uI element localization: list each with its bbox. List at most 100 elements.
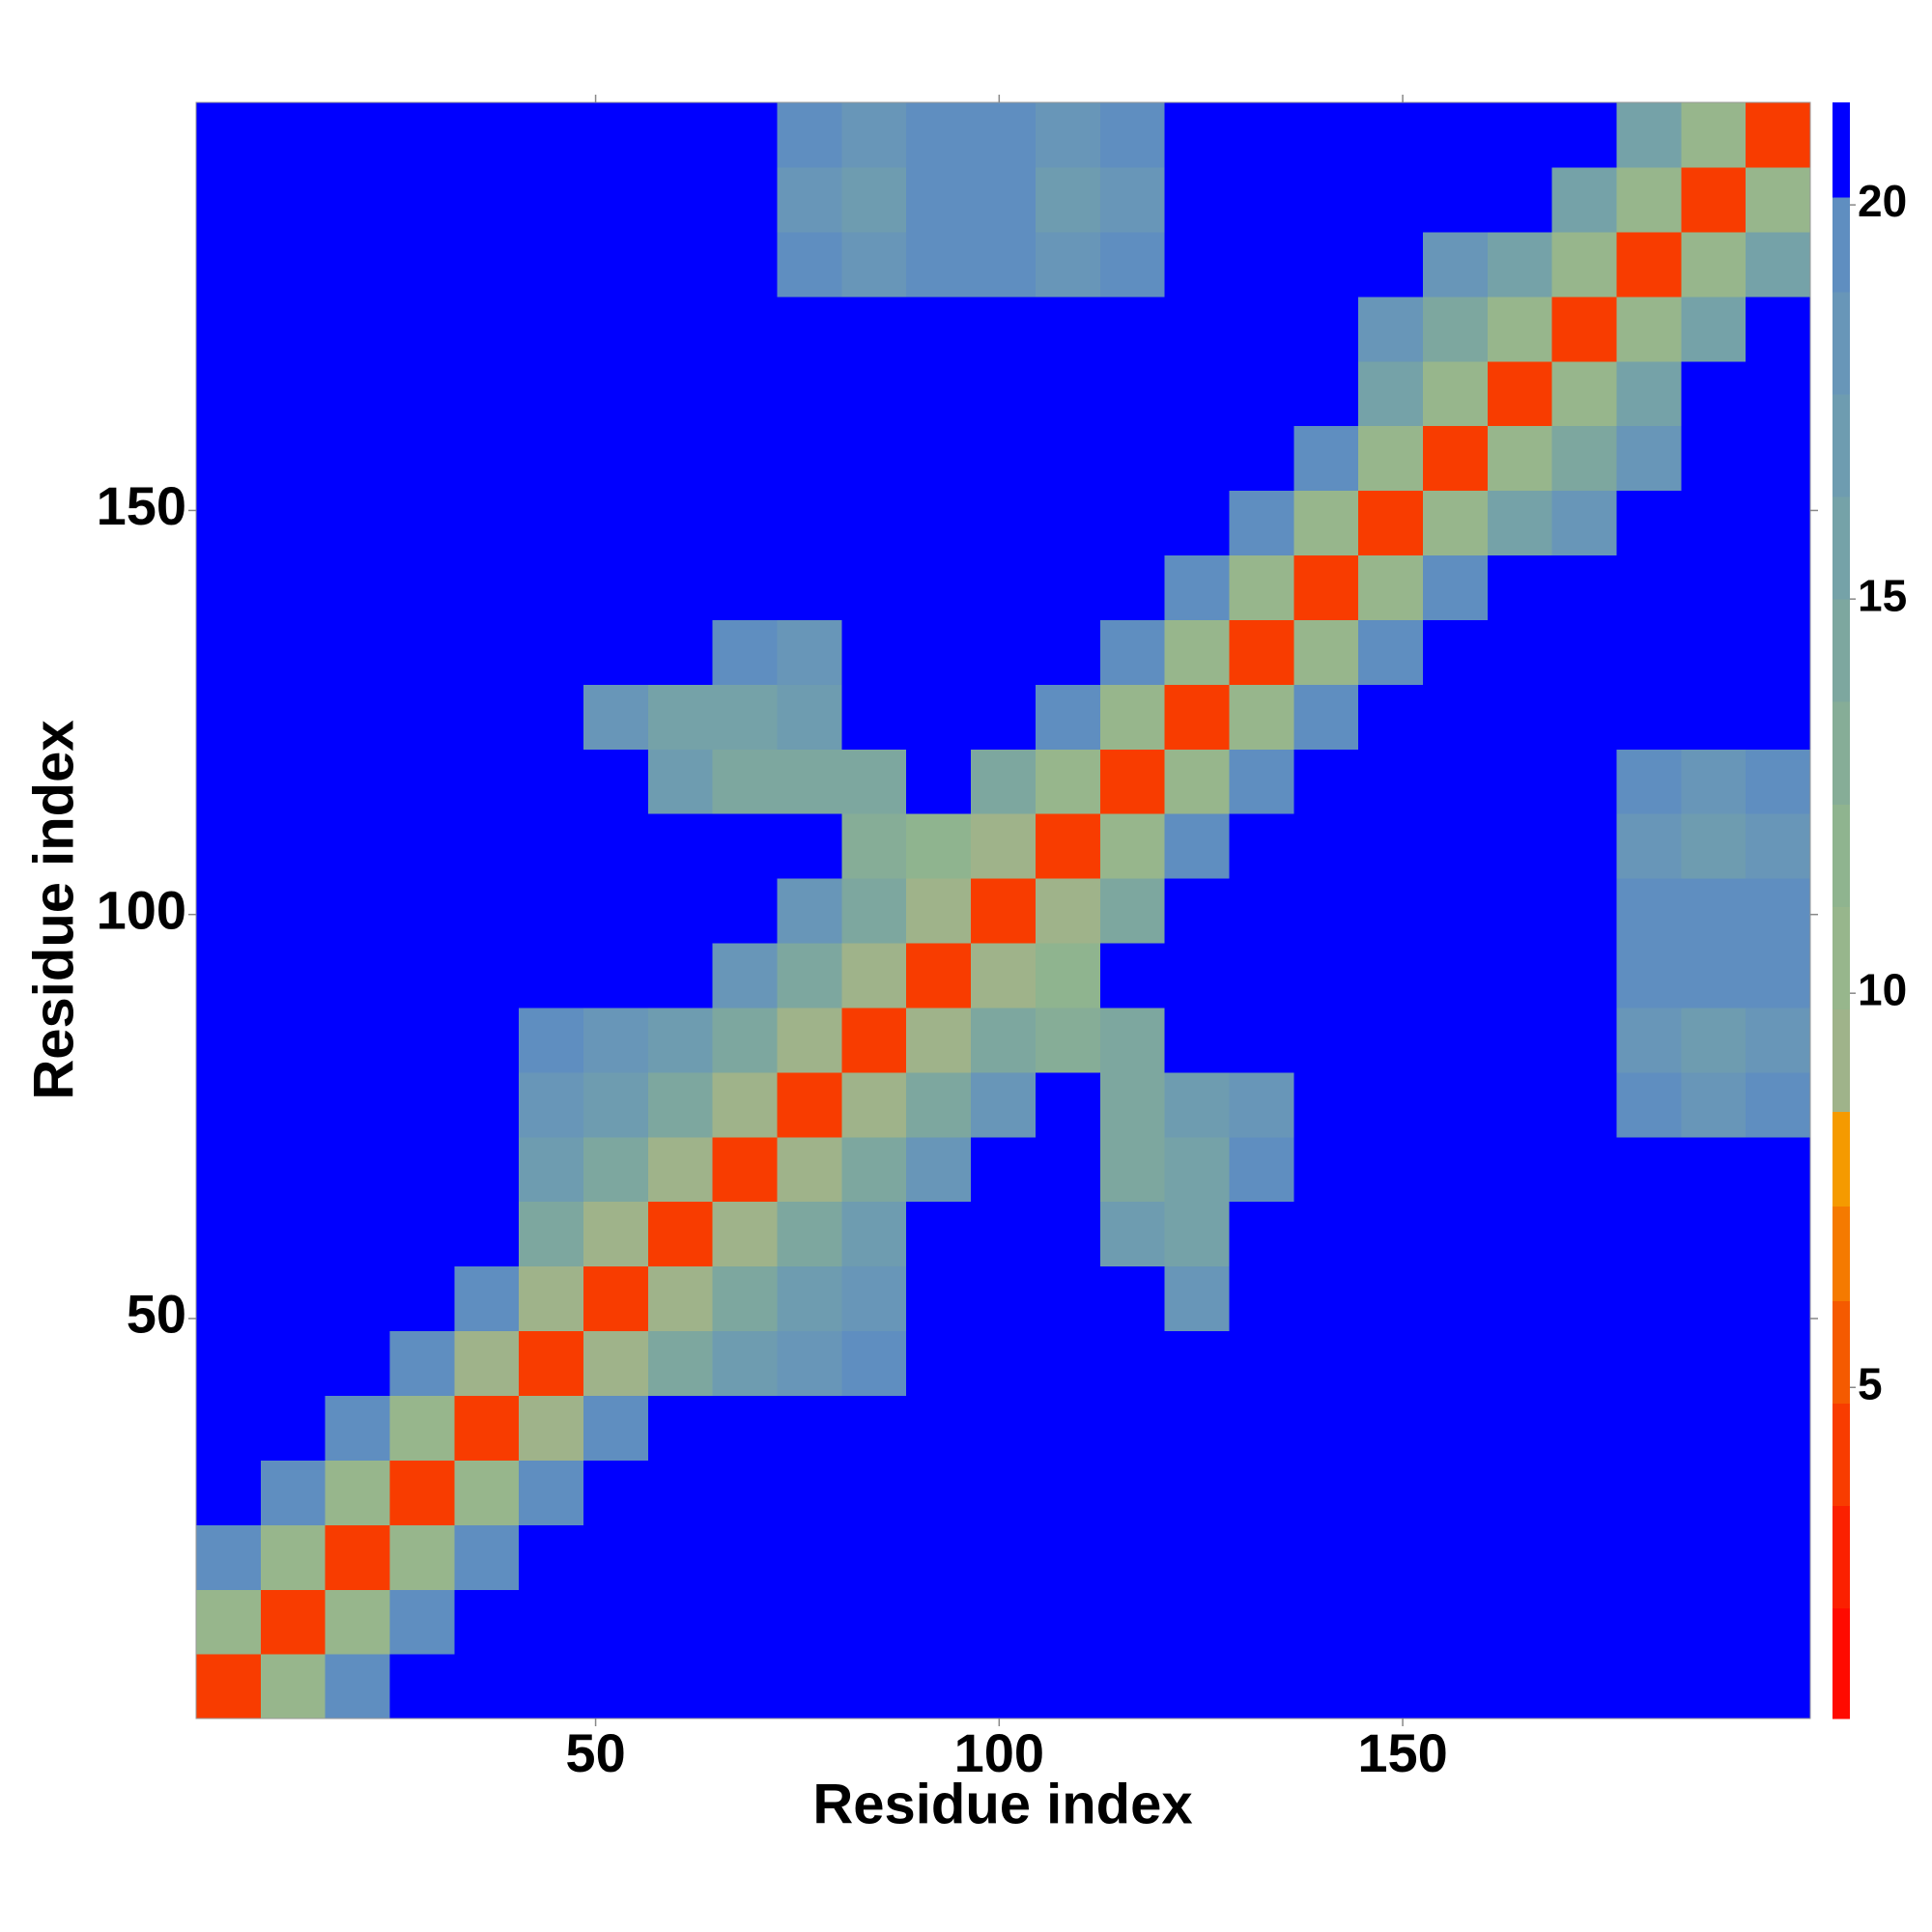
heatmap-cell xyxy=(260,554,327,620)
heatmap-cell xyxy=(1099,231,1166,298)
heatmap-cell xyxy=(583,1654,649,1719)
heatmap-cell xyxy=(1487,102,1553,168)
heatmap-cell xyxy=(841,1201,907,1267)
heatmap-cell xyxy=(1681,878,1747,944)
heatmap-cell xyxy=(1164,878,1231,944)
heatmap-cell xyxy=(1746,1007,1811,1073)
heatmap-cell xyxy=(1551,878,1618,944)
heatmap-cell xyxy=(971,878,1037,944)
heatmap-cell xyxy=(647,878,714,944)
heatmap-cell xyxy=(1164,1136,1231,1203)
heatmap-cell xyxy=(777,1395,842,1461)
heatmap-cell xyxy=(454,1524,520,1590)
heatmap-cell xyxy=(325,425,391,492)
heatmap-cell xyxy=(1487,813,1553,879)
heatmap-cell xyxy=(1229,813,1294,879)
heatmap-cell xyxy=(260,102,327,168)
heatmap-cell xyxy=(1358,1460,1424,1525)
heatmap-cell xyxy=(1681,619,1747,685)
heatmap-cell xyxy=(1746,1136,1811,1203)
heatmap-cell xyxy=(454,360,520,427)
heatmap-cell xyxy=(454,684,520,750)
heatmap-cell xyxy=(712,296,779,362)
heatmap-cell xyxy=(1422,1007,1489,1073)
heatmap-cell xyxy=(583,231,649,298)
heatmap-cell xyxy=(389,1201,455,1267)
heatmap-cell xyxy=(260,1007,327,1073)
heatmap-cell xyxy=(1099,878,1166,944)
x-tick-label: 150 xyxy=(1357,1722,1447,1783)
y-tick-label: 50 xyxy=(127,1284,186,1345)
heatmap-cell xyxy=(971,1395,1037,1461)
heatmap-cell xyxy=(1551,1201,1618,1267)
heatmap-cell xyxy=(1293,1136,1359,1203)
heatmap-cell xyxy=(777,1071,842,1138)
heatmap-cell xyxy=(1099,684,1166,750)
heatmap-cell xyxy=(841,1330,907,1396)
heatmap-cell xyxy=(583,425,649,492)
heatmap-cell xyxy=(1035,1265,1101,1332)
heatmap-cell xyxy=(1164,360,1231,427)
heatmap-cell xyxy=(196,554,262,620)
heatmap-cell xyxy=(841,813,907,879)
heatmap-cell xyxy=(1681,942,1747,1009)
heatmap-cell xyxy=(389,554,455,620)
heatmap-cell xyxy=(389,1007,455,1073)
heatmap-cell xyxy=(519,942,584,1009)
heatmap-cell xyxy=(777,813,842,879)
heatmap-cell xyxy=(1681,1395,1747,1461)
heatmap-cell xyxy=(777,684,842,750)
plot-frame xyxy=(195,101,1811,1719)
heatmap-cell xyxy=(1746,360,1811,427)
heatmap-cell xyxy=(1746,1071,1811,1138)
heatmap-cell xyxy=(712,749,779,814)
heatmap-cell xyxy=(1422,1395,1489,1461)
heatmap-cell xyxy=(583,813,649,879)
heatmap-cell xyxy=(325,619,391,685)
heatmap-cell xyxy=(777,1589,842,1655)
heatmap-cell xyxy=(712,619,779,685)
heatmap-cell xyxy=(712,554,779,620)
heatmap-cell xyxy=(971,1330,1037,1396)
heatmap-cell xyxy=(454,749,520,814)
heatmap-cell xyxy=(841,231,907,298)
heatmap-cell xyxy=(1293,942,1359,1009)
heatmap-cell xyxy=(260,878,327,944)
heatmap-cell xyxy=(841,878,907,944)
heatmap-cell xyxy=(841,1395,907,1461)
y-tick-label: 100 xyxy=(97,879,186,940)
heatmap-cell xyxy=(519,1071,584,1138)
heatmap-cell xyxy=(906,1201,972,1267)
heatmap-cell xyxy=(1422,749,1489,814)
heatmap-cell xyxy=(519,1201,584,1267)
heatmap-cell xyxy=(583,1460,649,1525)
heatmap-cell xyxy=(971,1265,1037,1332)
heatmap-cell xyxy=(1293,166,1359,233)
colorbar-level xyxy=(1833,1403,1850,1507)
heatmap-cell xyxy=(647,425,714,492)
heatmap-cell xyxy=(1229,684,1294,750)
heatmap-cell xyxy=(196,1460,262,1525)
heatmap-cell xyxy=(519,1654,584,1719)
heatmap-cell xyxy=(1487,425,1553,492)
heatmap-cell xyxy=(712,684,779,750)
heatmap-cell xyxy=(454,1395,520,1461)
heatmap-cell xyxy=(196,1395,262,1461)
heatmap-cell xyxy=(1164,749,1231,814)
heatmap-cell xyxy=(1164,942,1231,1009)
heatmap-cell xyxy=(1164,490,1231,556)
heatmap-cell xyxy=(1229,1201,1294,1267)
heatmap-cell xyxy=(454,1330,520,1396)
heatmap-cell xyxy=(196,1524,262,1590)
heatmap-cell xyxy=(1487,554,1553,620)
heatmap-cell xyxy=(1358,554,1424,620)
heatmap-cell xyxy=(1035,1589,1101,1655)
heatmap-cell xyxy=(1681,554,1747,620)
heatmap-cell xyxy=(841,684,907,750)
heatmap-cell xyxy=(519,1460,584,1525)
heatmap-cell xyxy=(712,1589,779,1655)
heatmap-cell xyxy=(777,878,842,944)
heatmap-cell xyxy=(1746,749,1811,814)
heatmap-cell xyxy=(712,878,779,944)
heatmap-cell xyxy=(1035,490,1101,556)
